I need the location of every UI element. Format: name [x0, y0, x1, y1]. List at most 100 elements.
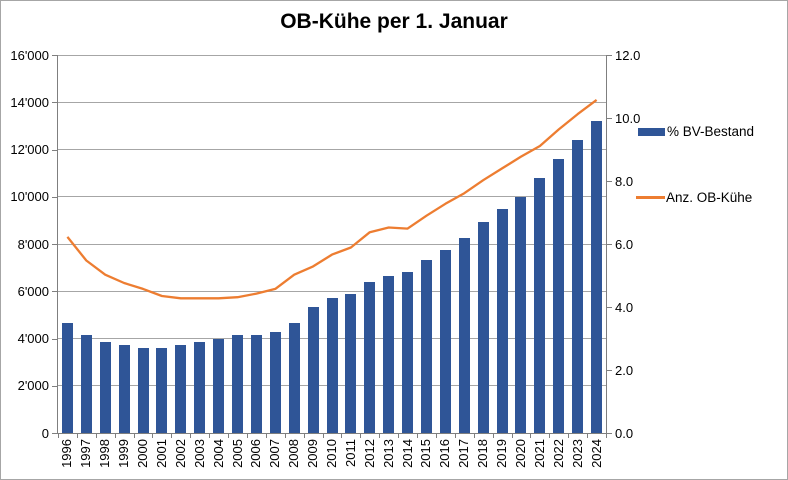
- gridline: [58, 243, 606, 245]
- x-axis-tick: [606, 434, 607, 438]
- x-axis-tick: [473, 434, 475, 438]
- x-axis-label-2022: 2022: [550, 439, 566, 468]
- left-axis-tick: [52, 55, 57, 56]
- bar-2024: [591, 121, 603, 433]
- x-axis-tick: [171, 434, 173, 438]
- x-axis-tick: [322, 434, 324, 438]
- x-axis-label-2004: 2004: [210, 439, 226, 468]
- x-axis-tick: [265, 434, 267, 438]
- right-axis-tick: [607, 244, 612, 245]
- left-axis-tick: [52, 291, 57, 293]
- bar-2008: [288, 322, 300, 433]
- bar-2018: [477, 221, 489, 433]
- gridline: [58, 290, 606, 292]
- bar-2001: [156, 347, 168, 433]
- bar-2013: [383, 275, 395, 433]
- line-anz-ob-kuehe: [66, 98, 598, 300]
- right-axis-tick: [607, 370, 612, 371]
- gridline: [58, 149, 606, 150]
- x-axis-label-2007: 2007: [267, 439, 283, 468]
- x-axis-label-2006: 2006: [248, 439, 264, 468]
- x-axis-tick: [341, 434, 343, 438]
- left-axis-label: 12'000: [10, 142, 49, 157]
- x-axis-tick: [454, 434, 456, 438]
- x-axis-label-2011: 2011: [342, 439, 358, 467]
- x-axis-tick: [190, 434, 192, 438]
- x-axis-label-1996: 1996: [59, 439, 75, 468]
- legend-line-swatch: [636, 196, 665, 199]
- right-axis-line: [606, 55, 607, 433]
- bar-1996: [61, 322, 73, 433]
- x-axis-tick: [398, 434, 400, 438]
- x-axis-tick: [549, 434, 551, 438]
- bar-2009: [307, 307, 319, 433]
- right-axis-label: 12.0: [615, 47, 641, 63]
- bar-2015: [420, 259, 432, 433]
- left-axis-tick: [52, 338, 57, 340]
- x-axis-label-2016: 2016: [437, 439, 453, 468]
- right-axis-label: 6.0: [615, 236, 634, 252]
- x-axis-label-2021: 2021: [531, 439, 547, 468]
- x-axis-label-1999: 1999: [116, 439, 132, 468]
- bar-2022: [553, 158, 565, 433]
- bar-2019: [496, 209, 508, 433]
- plot-area: [57, 54, 607, 434]
- x-axis-label-2003: 2003: [191, 439, 207, 468]
- right-axis-tick: [607, 181, 612, 182]
- right-axis-tick: [607, 433, 612, 434]
- bar-2020: [515, 196, 527, 433]
- x-axis-label-2008: 2008: [286, 439, 302, 468]
- bar-2011: [345, 294, 357, 433]
- bar-2003: [194, 341, 206, 433]
- bar-2021: [534, 177, 546, 433]
- right-axis-tick: [607, 55, 612, 56]
- x-axis-tick: [58, 434, 59, 438]
- x-axis-tick: [379, 434, 381, 438]
- x-axis-label-2001: 2001: [153, 439, 169, 468]
- x-axis-label-2000: 2000: [135, 439, 151, 468]
- left-axis-label: 6'000: [17, 283, 49, 299]
- legend-bar-swatch: [638, 128, 665, 136]
- bar-2000: [137, 347, 149, 433]
- left-axis-label: 2'000: [17, 378, 49, 394]
- x-axis-tick: [568, 434, 570, 438]
- bar-2006: [250, 335, 262, 433]
- left-axis-tick: [52, 244, 57, 245]
- x-axis-label-2023: 2023: [569, 439, 585, 468]
- left-axis-label: 14'000: [10, 94, 49, 110]
- x-axis-tick: [417, 434, 419, 438]
- bar-2014: [402, 272, 414, 433]
- bottom-axis-line: [57, 433, 607, 434]
- x-axis-tick: [76, 434, 78, 438]
- left-axis-label: 0: [41, 425, 49, 441]
- x-axis-tick: [133, 434, 135, 438]
- left-axis-tick: [52, 385, 57, 387]
- x-axis-tick: [303, 434, 305, 438]
- bar-2005: [232, 335, 244, 433]
- left-axis-label: 16'000: [10, 47, 49, 63]
- x-axis-label-2019: 2019: [494, 439, 510, 468]
- right-axis-label: 10.0: [615, 110, 641, 126]
- x-axis-tick: [360, 434, 362, 438]
- x-axis-tick: [587, 434, 589, 438]
- right-axis-label: 4.0: [615, 299, 634, 315]
- x-axis-tick: [209, 434, 211, 438]
- left-axis-label: 8'000: [17, 236, 49, 252]
- right-axis-tick: [607, 307, 612, 308]
- x-axis-tick: [492, 434, 494, 438]
- x-axis-label-1997: 1997: [78, 439, 94, 468]
- gridline: [58, 101, 606, 103]
- x-axis-tick: [530, 434, 532, 438]
- line-series-svg: [66, 98, 598, 300]
- x-axis-label-2015: 2015: [418, 439, 434, 468]
- x-axis-tick: [511, 434, 513, 438]
- right-axis-tick: [607, 118, 612, 119]
- x-axis-tick: [114, 434, 116, 438]
- x-axis-label-2010: 2010: [324, 439, 339, 468]
- bar-2017: [458, 237, 470, 433]
- bar-1999: [118, 344, 130, 433]
- bar-2007: [269, 332, 281, 433]
- x-axis-label-2018: 2018: [475, 439, 491, 468]
- x-axis-tick: [152, 434, 154, 438]
